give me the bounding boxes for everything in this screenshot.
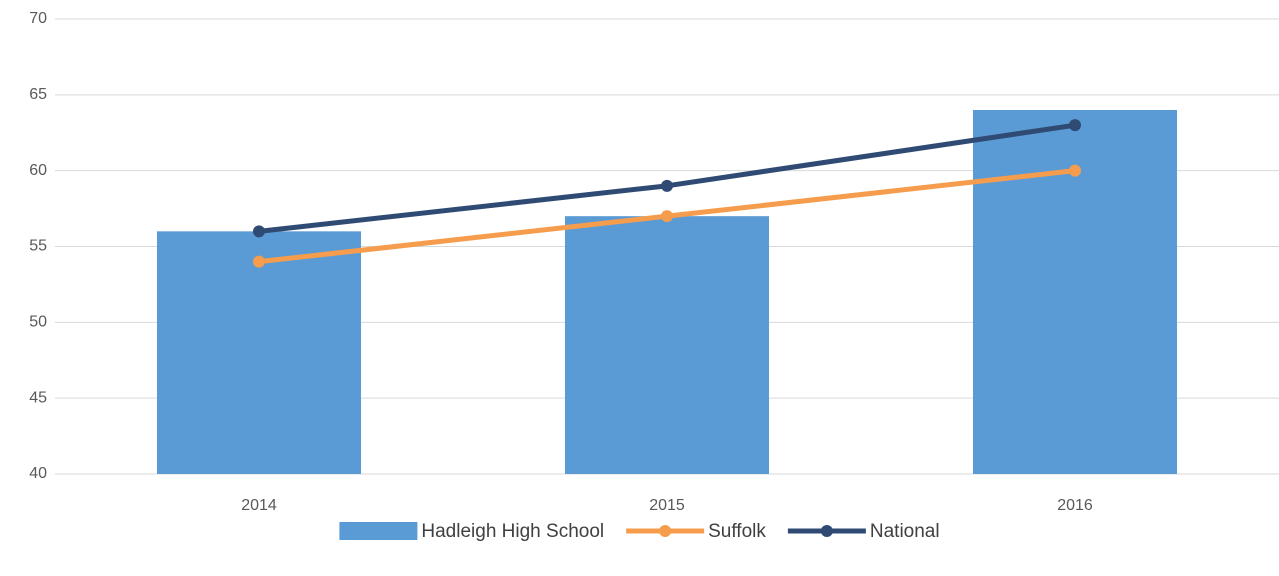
point — [253, 225, 265, 238]
legend-label: National — [870, 521, 940, 542]
x-tick-label: 2014 — [241, 497, 277, 514]
point — [661, 210, 673, 223]
y-tick-label: 65 — [29, 86, 47, 103]
bar — [565, 216, 769, 474]
y-tick-label: 40 — [29, 465, 47, 482]
legend-label: Suffolk — [708, 521, 766, 542]
point — [1069, 119, 1081, 132]
legend-item: Suffolk — [626, 521, 766, 542]
legend-swatch — [820, 525, 833, 537]
x-tick-label: 2015 — [649, 497, 685, 514]
legend-item: Hadleigh High School — [339, 521, 604, 542]
x-tick-label: 2016 — [1057, 497, 1093, 514]
bar — [973, 110, 1177, 474]
legend-swatch — [659, 525, 672, 537]
y-tick-label: 55 — [29, 238, 47, 255]
y-tick-label: 70 — [29, 10, 47, 27]
bar — [157, 231, 361, 474]
point — [661, 179, 673, 192]
y-tick-label: 45 — [29, 389, 47, 406]
y-tick-label: 50 — [29, 314, 47, 331]
legend-item: National — [787, 521, 940, 542]
point — [253, 255, 265, 268]
y-tick-label: 60 — [29, 162, 47, 179]
legend: Hadleigh High School Suffolk National — [339, 521, 940, 542]
point — [1069, 164, 1081, 177]
legend-swatch — [339, 522, 418, 540]
legend-label: Hadleigh High School — [421, 521, 604, 542]
